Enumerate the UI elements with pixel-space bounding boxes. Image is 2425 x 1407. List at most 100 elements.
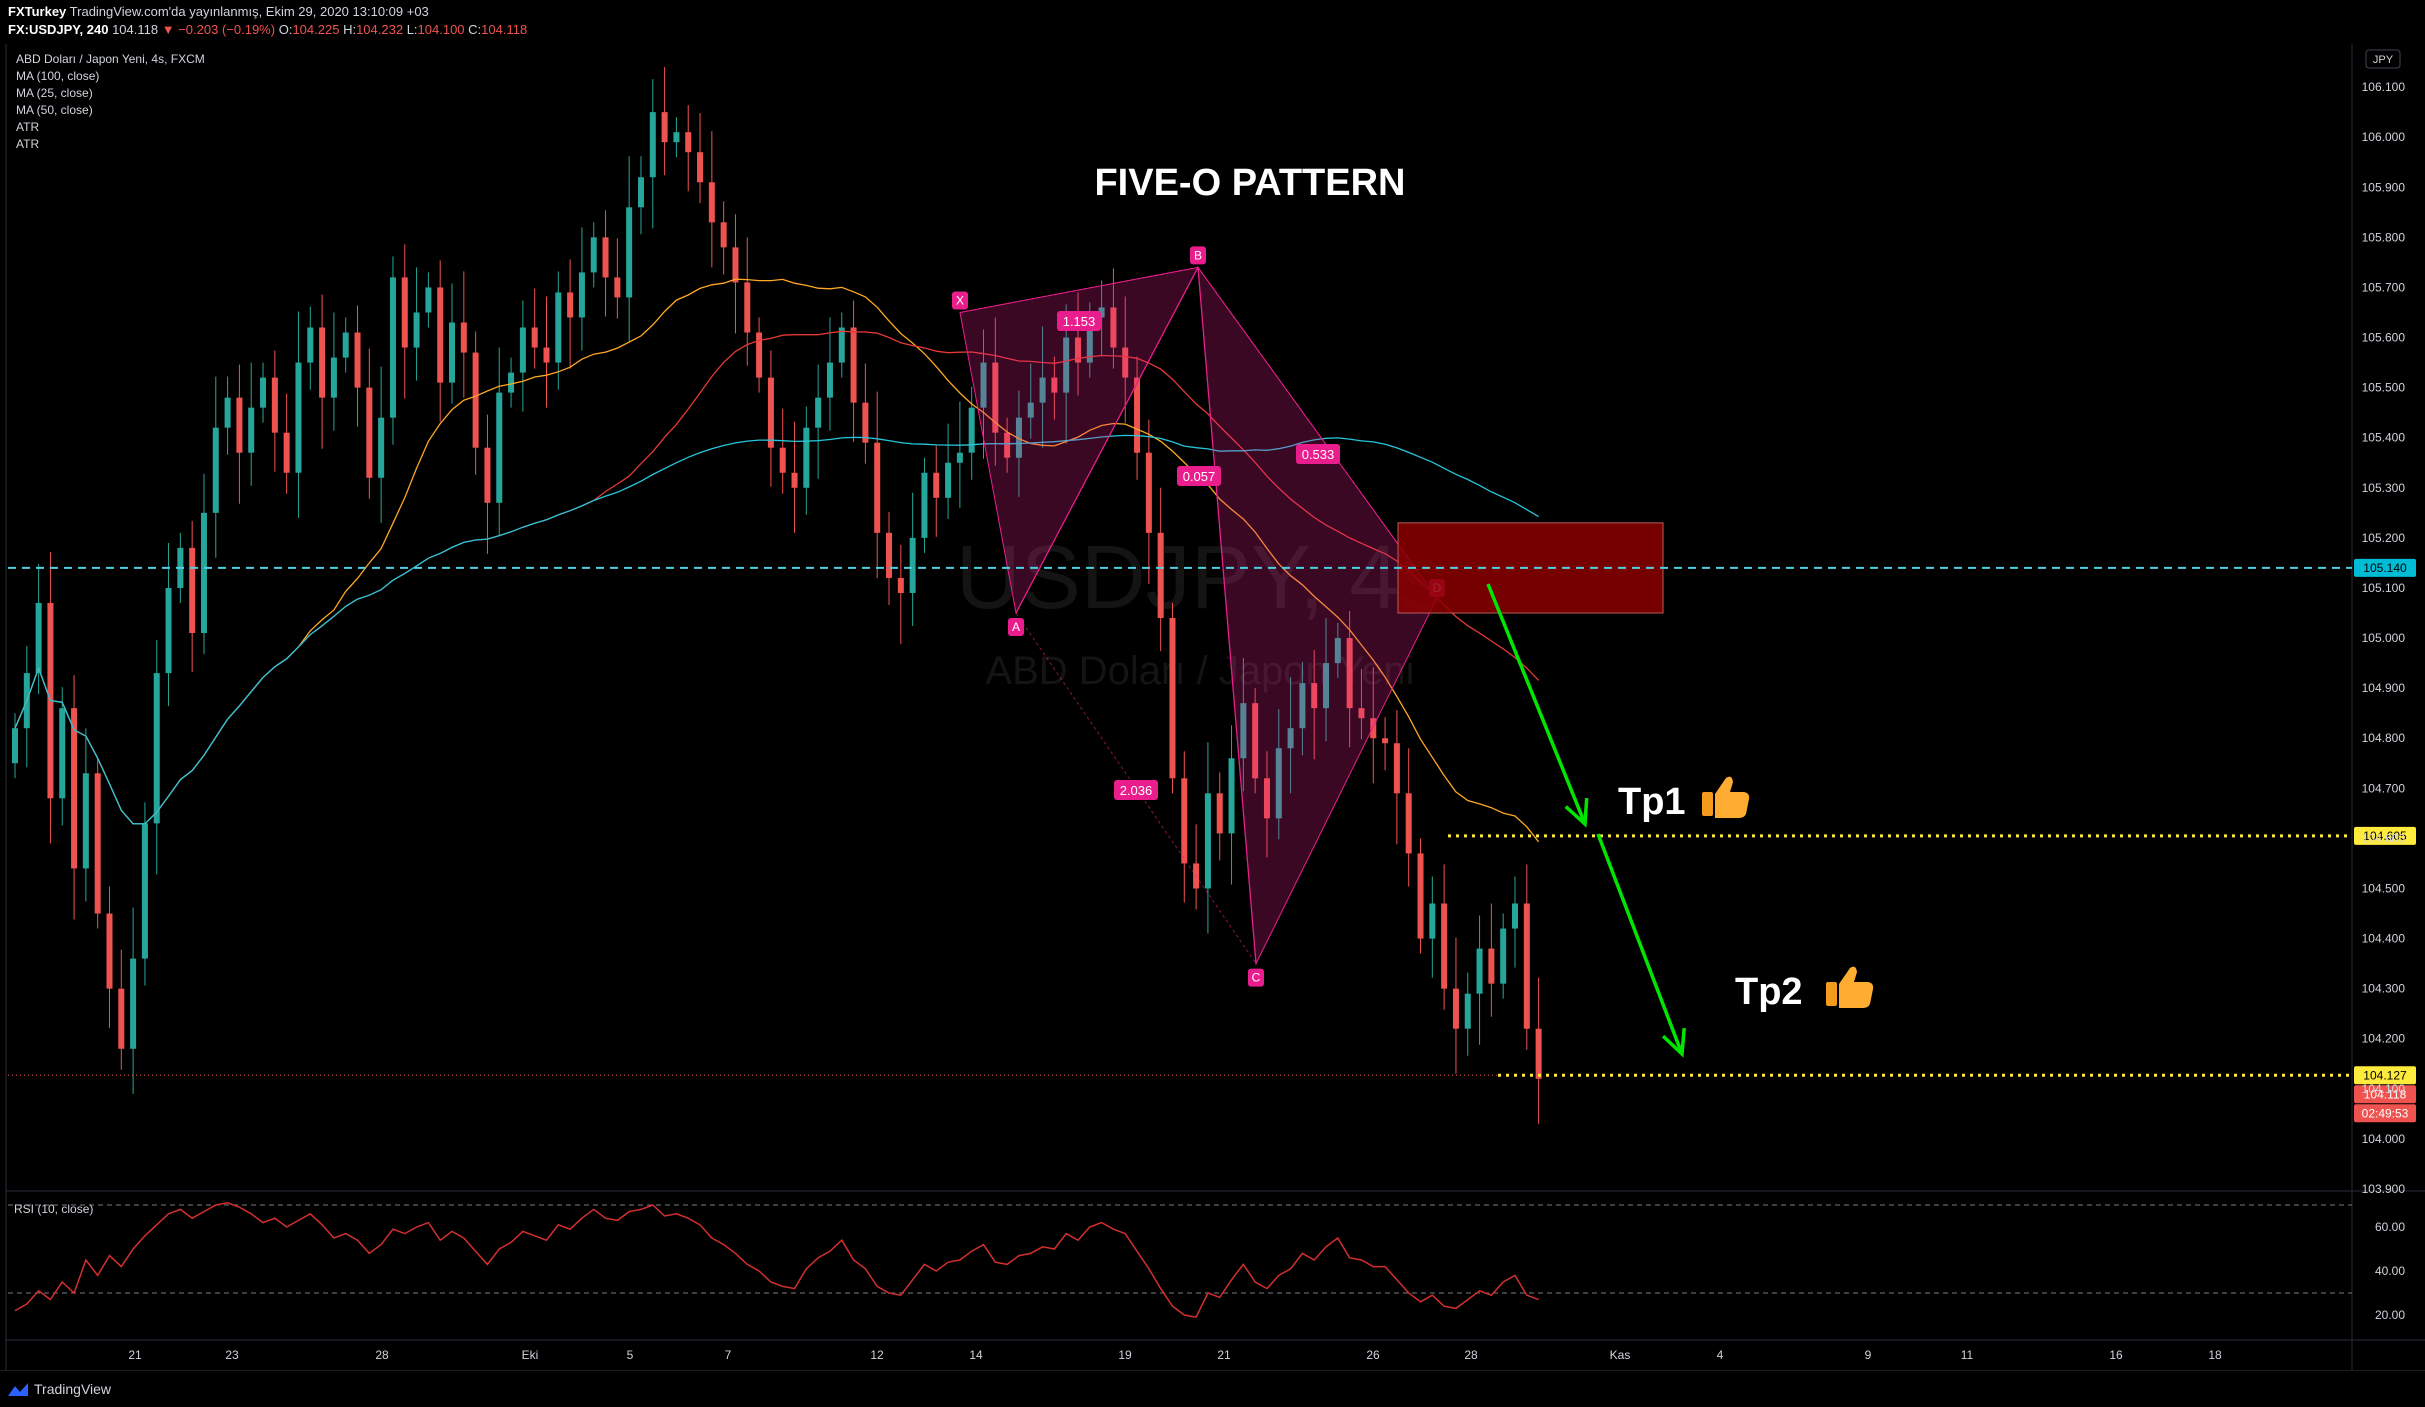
candle-body (449, 322, 456, 383)
time-axis[interactable]: 21 23 28 Eki 5 7 12 14 19 21 26 28 Kas 4 9 11 16 18 (128, 1348, 2222, 1362)
candle-body (838, 327, 845, 363)
low-label: L: (406, 22, 418, 37)
legend-ma100[interactable]: MA (100, close) (16, 69, 99, 83)
time-tick-label: Eki (522, 1348, 539, 1362)
pattern-point-badge[interactable] (1008, 618, 1024, 636)
publish-date: TradingView.com'da yayınlanmış, Ekim 29,… (69, 4, 429, 19)
legend-atr-2[interactable]: ATR (16, 137, 39, 151)
symbol-label[interactable]: FX:USDJPY, 240 (8, 22, 109, 37)
candle-body (82, 773, 89, 869)
candle-body (1370, 718, 1377, 739)
candle-body (1004, 432, 1011, 458)
time-tick-label: 9 (1865, 1348, 1872, 1362)
candle-body (1441, 903, 1448, 989)
candle-body (236, 397, 243, 453)
currency-badge[interactable] (2365, 49, 2401, 69)
rsi-line (14, 1202, 1539, 1319)
candle-body (1323, 663, 1330, 709)
candle-body (1311, 683, 1318, 709)
legend-ma25[interactable]: MA (25, close) (16, 86, 93, 100)
price-chart[interactable]: USDJPY, 4s ABD Doları / Japon Yeni XABCD… (0, 44, 2425, 1370)
tradingview-logo-icon[interactable] (8, 1383, 28, 1396)
arrow-to-tp2 (1596, 833, 1684, 1055)
candle-body (94, 773, 101, 914)
time-tick-label: 28 (375, 1348, 389, 1362)
candle-body (803, 427, 810, 488)
candle-body (271, 377, 278, 433)
level-price-tag[interactable] (2354, 558, 2416, 577)
time-tick-label: 14 (969, 1348, 983, 1362)
pattern-point-badge[interactable] (1190, 246, 1206, 265)
price-tick-label: 104.500 (2362, 881, 2406, 895)
candle-body (1263, 778, 1270, 819)
ratio-badge[interactable] (1177, 466, 1221, 486)
candle-body (1216, 793, 1223, 834)
candle-body (1181, 778, 1188, 864)
time-tick-label: 23 (225, 1348, 239, 1362)
candle-body (1027, 402, 1034, 418)
candle-body (1299, 683, 1306, 729)
brand-label[interactable]: TradingView (34, 1381, 112, 1397)
tp1-price-tag[interactable] (2354, 826, 2416, 845)
candle-body (153, 673, 160, 824)
candle-body (496, 392, 503, 503)
candle-body (649, 112, 656, 178)
candle-body (1039, 377, 1046, 403)
price-tick-label: 106.100 (2362, 80, 2406, 94)
ratio-badge[interactable] (1296, 444, 1340, 464)
last-price-tag[interactable] (2354, 1085, 2416, 1104)
chart-background (6, 46, 2352, 1370)
legend-ma50[interactable]: MA (50, close) (16, 103, 93, 117)
time-tick-label: 16 (2109, 1348, 2123, 1362)
price-tick-label: 104.800 (2362, 731, 2406, 745)
candle-body (744, 282, 751, 333)
candle-body (1134, 377, 1141, 453)
last-price: 104.118 (112, 22, 159, 37)
candle-body (141, 823, 148, 959)
candle-body (1358, 708, 1365, 719)
price-levels: 105.140 104.605 104.127 104.118 02:49:53 (8, 522, 2416, 1123)
candle-body (980, 362, 987, 408)
tp2-price-tag[interactable] (2354, 1066, 2416, 1085)
candle-body (921, 472, 928, 538)
price-tick-label: 105.700 (2362, 280, 2406, 294)
time-tick-label: 19 (1118, 1348, 1132, 1362)
arrow-to-tp1-head (1564, 797, 1589, 828)
candle-body (1417, 853, 1424, 939)
rsi-tick-label: 20.00 (2375, 1308, 2405, 1322)
candle-body (626, 207, 633, 298)
legend-atr-1[interactable]: ATR (16, 120, 39, 134)
candle-body (862, 402, 869, 443)
candle-body (248, 407, 255, 453)
ratio-label: 0.057 (1183, 469, 1216, 484)
candle-body (330, 357, 337, 398)
candle-body (200, 512, 207, 634)
header: FXTurkey TradingView.com'da yayınlanmış,… (0, 0, 2425, 44)
ratio-badge[interactable] (1114, 780, 1158, 800)
publisher[interactable]: FXTurkey (8, 4, 67, 19)
tp1-price-label: 104.605 (2363, 829, 2407, 843)
tp1-label: Tp1 (1618, 781, 1686, 823)
countdown-tag[interactable] (2354, 1104, 2416, 1123)
footer: TradingView (0, 1370, 2425, 1407)
candle-body (1511, 903, 1518, 929)
pattern-point-badge[interactable] (952, 291, 968, 310)
candle-body (697, 152, 704, 183)
candle-body (897, 577, 904, 593)
price-axis[interactable]: 106.200106.100106.000105.900105.800105.7… (2362, 44, 2406, 1196)
pattern-point-badge[interactable] (1248, 968, 1264, 987)
pattern-leg-ab (1015, 267, 1199, 614)
candle-body (460, 322, 467, 353)
candle-body (767, 377, 774, 448)
candle-body (1452, 988, 1459, 1029)
ratio-badge[interactable] (1057, 311, 1101, 331)
rsi-tick-label: 40.00 (2375, 1264, 2405, 1278)
candle-body (342, 332, 349, 358)
thumbs-up-icon (1826, 966, 1874, 1008)
candle-body (637, 177, 644, 208)
candle-body (12, 728, 18, 764)
candle-body (224, 397, 231, 428)
rsi-title[interactable]: RSI (10, close) (14, 1202, 93, 1216)
candle-body (1488, 948, 1495, 984)
